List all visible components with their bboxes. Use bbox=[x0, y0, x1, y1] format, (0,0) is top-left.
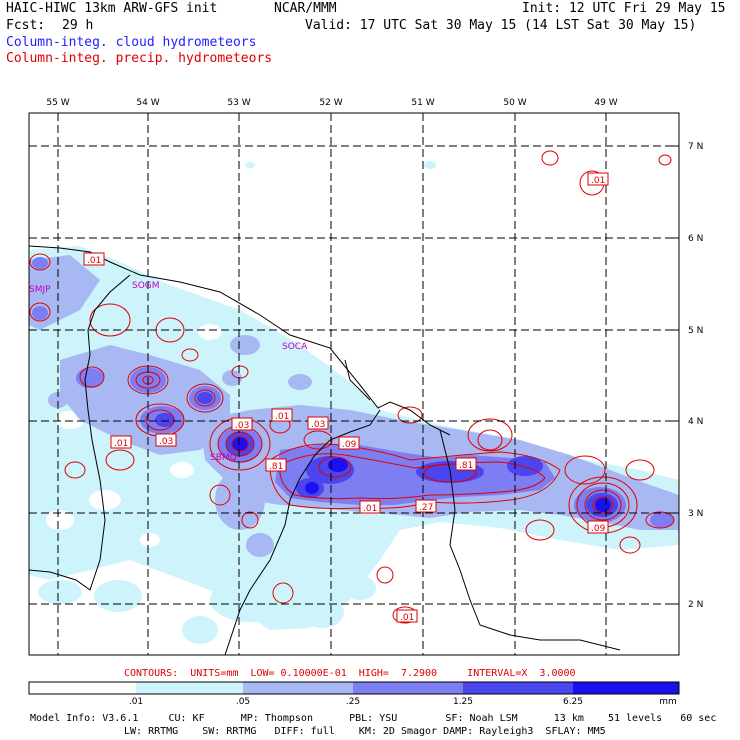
forecast-label: Fcst: bbox=[6, 18, 46, 33]
colorbar-tick: .25 bbox=[346, 697, 360, 707]
svg-text:.09: .09 bbox=[342, 440, 357, 450]
forecast-hour: 29 h bbox=[62, 18, 94, 33]
contour-label: .01 bbox=[271, 408, 293, 422]
field-precip-label: Column-integ. precip. hydrometeors bbox=[6, 51, 273, 66]
contour-label: .01 bbox=[587, 172, 609, 186]
lon-label-53w: 53 W bbox=[227, 98, 250, 108]
lon-label-52w: 52 W bbox=[319, 98, 342, 108]
place-sbmq: SBMQ bbox=[210, 453, 237, 463]
contour-label: .01 bbox=[110, 435, 132, 449]
contour-label: .01 bbox=[359, 500, 381, 514]
svg-text:.01: .01 bbox=[363, 504, 377, 514]
contour-label: .09 bbox=[587, 520, 609, 534]
lat-label-2n: 2 N bbox=[688, 600, 703, 610]
lon-label-51w: 51 W bbox=[411, 98, 434, 108]
svg-text:.03: .03 bbox=[311, 420, 325, 430]
model-info-line2: LW: RRTMG SW: RRTMG DIFF: full KM: 2D Sm… bbox=[124, 726, 606, 737]
svg-text:.01: .01 bbox=[400, 613, 414, 623]
svg-text:.01: .01 bbox=[114, 439, 128, 449]
colorbar-unit: mm bbox=[659, 697, 677, 707]
org-label: NCAR/MMM bbox=[274, 1, 337, 16]
lat-label-5n: 5 N bbox=[688, 326, 703, 336]
lon-label-55w: 55 W bbox=[46, 98, 69, 108]
contour-label: .03 bbox=[231, 417, 253, 431]
lat-label-3n: 3 N bbox=[688, 509, 703, 519]
model-info-line1: Model Info: V3.6.1 CU: KF MP: Thompson P… bbox=[30, 713, 717, 724]
contour-label: .81 bbox=[455, 457, 477, 471]
svg-text:.81: .81 bbox=[269, 462, 283, 472]
colorbar-tick: .01 bbox=[129, 697, 143, 707]
lon-label-49w: 49 W bbox=[594, 98, 617, 108]
svg-text:.03: .03 bbox=[235, 421, 249, 431]
lat-label-6n: 6 N bbox=[688, 234, 703, 244]
contour-label: .03 bbox=[155, 433, 177, 447]
colorbar-tick: 1.25 bbox=[453, 697, 473, 707]
tick-marks bbox=[57, 113, 679, 605]
lat-label-7n: 7 N bbox=[688, 142, 703, 152]
place-sogm: SOGM bbox=[132, 281, 160, 291]
contour-labels: .01 .01 .01 .03 .01 .03 .03 .09 .81 .81 … bbox=[83, 172, 609, 623]
lat-label-4n: 4 N bbox=[688, 417, 703, 427]
svg-text:.01: .01 bbox=[275, 412, 289, 422]
colorbar bbox=[28, 681, 680, 695]
field-cloud-label: Column-integ. cloud hydrometeors bbox=[6, 35, 257, 50]
svg-text:.81: .81 bbox=[459, 461, 473, 471]
svg-text:.27: .27 bbox=[419, 503, 433, 513]
place-smjp: SMJP bbox=[29, 285, 51, 295]
lat-lon-grid bbox=[29, 113, 679, 655]
contour-label: .81 bbox=[265, 458, 287, 472]
colorbar-tick: .05 bbox=[236, 697, 250, 707]
svg-text:.09: .09 bbox=[591, 524, 606, 534]
lon-label-54w: 54 W bbox=[136, 98, 159, 108]
contour-label: .01 bbox=[396, 609, 418, 623]
shaded-fields bbox=[29, 161, 679, 644]
plot-frame bbox=[28, 112, 680, 656]
contour-label: .01 bbox=[83, 252, 105, 266]
init-time: Init: 12 UTC Fri 29 May 15 bbox=[522, 1, 726, 16]
plot-title: HAIC-HIWC 13km ARW-GFS init bbox=[6, 1, 218, 16]
valid-time: Valid: 17 UTC Sat 30 May 15 (14 LST Sat … bbox=[305, 18, 697, 33]
contour-label: .27 bbox=[415, 499, 437, 513]
lon-label-50w: 50 W bbox=[503, 98, 526, 108]
svg-text:.01: .01 bbox=[87, 256, 101, 266]
place-soca: SOCA bbox=[282, 342, 308, 352]
contours-info: CONTOURS: UNITS=mm LOW= 0.10000E-01 HIGH… bbox=[124, 668, 576, 679]
svg-text:.01: .01 bbox=[591, 176, 605, 186]
contour-label: .03 bbox=[307, 416, 329, 430]
svg-text:.03: .03 bbox=[159, 437, 173, 447]
colorbar-tick: 6.25 bbox=[563, 697, 583, 707]
contour-label: .09 bbox=[338, 436, 360, 450]
